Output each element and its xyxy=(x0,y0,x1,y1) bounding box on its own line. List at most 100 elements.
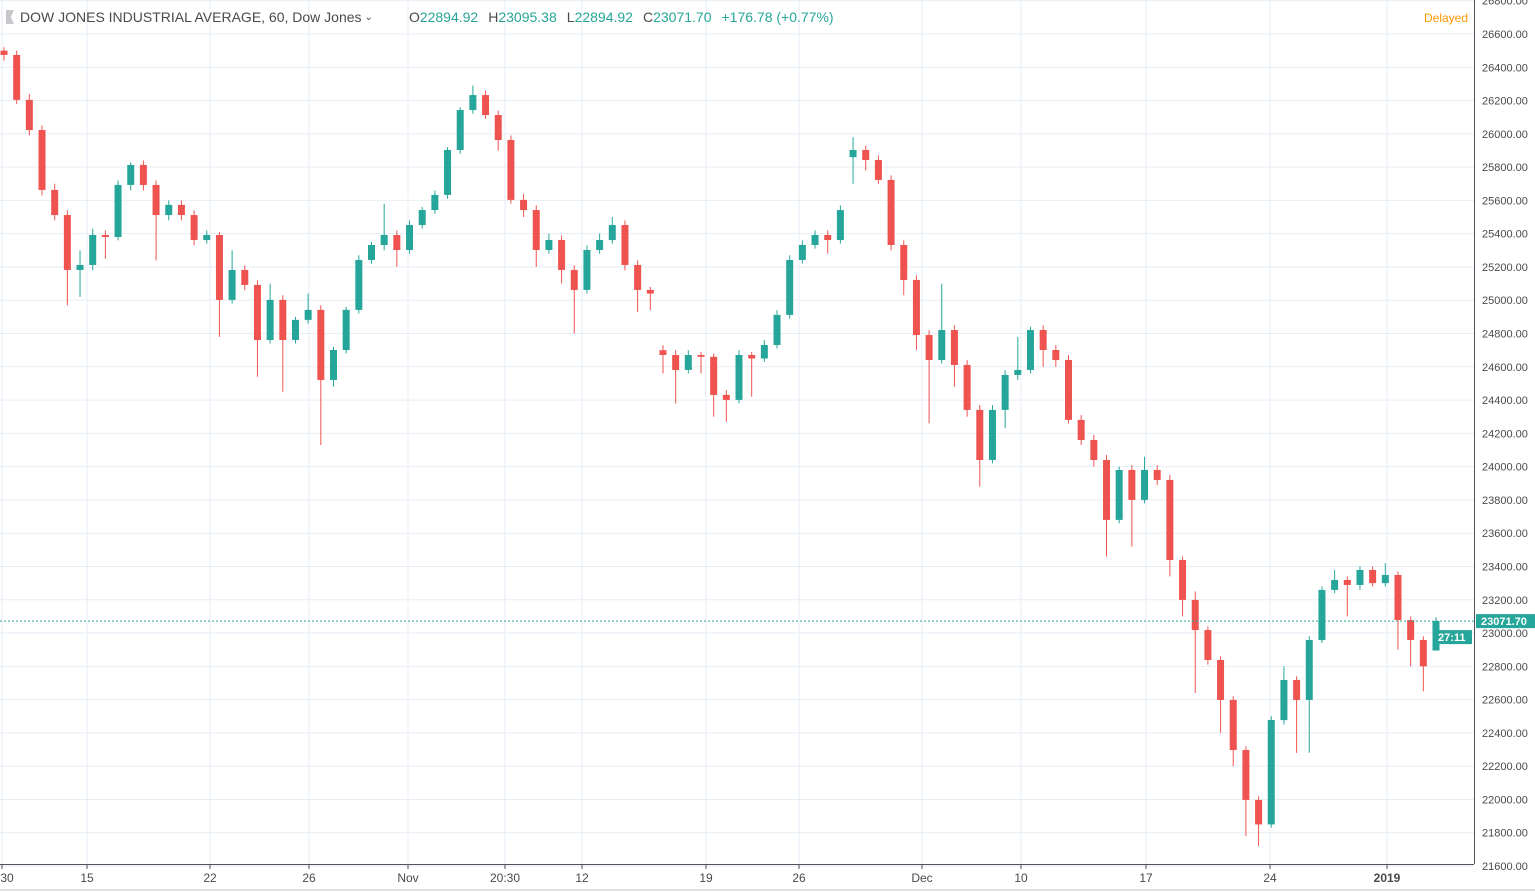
candle xyxy=(1229,696,1237,767)
candle-body xyxy=(1255,799,1263,825)
chevron-down-icon[interactable]: ⌄ xyxy=(364,11,373,23)
candle xyxy=(1064,355,1072,424)
candle-body xyxy=(1407,620,1415,641)
candle-body xyxy=(1001,374,1009,410)
candle-body xyxy=(722,394,730,400)
time-tick-label: Dec xyxy=(911,871,932,885)
candle xyxy=(444,147,452,199)
candle xyxy=(1381,563,1389,587)
candle-body xyxy=(988,409,996,460)
candle xyxy=(545,233,553,254)
price-tick-label: 26800.00 xyxy=(1482,0,1528,8)
candle-body xyxy=(646,289,654,294)
candle-body xyxy=(291,319,299,341)
candle-body xyxy=(304,309,312,320)
candle xyxy=(1419,636,1427,692)
close-label: C xyxy=(642,9,654,25)
candle xyxy=(583,245,591,294)
candle xyxy=(1077,415,1085,446)
candle-body xyxy=(760,345,768,359)
candle xyxy=(1217,656,1225,733)
candle xyxy=(279,295,287,392)
candle xyxy=(1141,456,1149,504)
candle xyxy=(849,137,857,184)
candle xyxy=(1052,345,1060,367)
candle xyxy=(874,155,882,184)
candle-body xyxy=(887,179,895,245)
candle xyxy=(190,210,198,246)
time-axis[interactable] xyxy=(0,865,1474,889)
delayed-status: Delayed xyxy=(1424,11,1469,25)
candle xyxy=(1369,566,1377,587)
candle-body xyxy=(1331,579,1339,590)
candle-body xyxy=(127,164,135,185)
time-tick-label: 8:30 xyxy=(0,871,14,885)
high-label: H xyxy=(488,9,499,25)
candle-body xyxy=(938,330,946,360)
candle xyxy=(1103,454,1111,557)
candle-body xyxy=(672,354,680,370)
candle xyxy=(482,90,490,119)
close-value: 23071.70 xyxy=(653,9,712,25)
candle-body xyxy=(215,235,223,300)
price-tick-label: 23200.00 xyxy=(1482,595,1528,607)
candle-body xyxy=(900,244,908,280)
candle-body xyxy=(444,149,452,195)
candle-body xyxy=(862,149,870,160)
candle xyxy=(1305,636,1313,753)
candle-body xyxy=(1280,679,1288,721)
candle xyxy=(735,350,743,404)
candle xyxy=(51,183,59,221)
candle xyxy=(1255,796,1263,847)
price-axis[interactable] xyxy=(1474,0,1535,864)
candle-body xyxy=(1128,469,1136,500)
candle xyxy=(507,135,515,204)
candle xyxy=(165,200,173,221)
candle xyxy=(1407,616,1415,667)
candle-body xyxy=(836,210,844,241)
candle xyxy=(1280,666,1288,725)
candle xyxy=(253,280,261,377)
price-tick-label: 23400.00 xyxy=(1482,561,1528,573)
candle-body xyxy=(266,299,274,341)
candle-body xyxy=(621,225,629,265)
time-tick-label: 24 xyxy=(1263,871,1277,885)
candle xyxy=(228,250,236,304)
symbol-title[interactable]: DOW JONES INDUSTRIAL AVERAGE, 60, Dow Jo… xyxy=(20,9,362,25)
candle xyxy=(912,275,920,351)
candle xyxy=(177,200,185,221)
candle-body xyxy=(634,264,642,290)
candle xyxy=(1115,466,1123,524)
candle-body xyxy=(1381,574,1389,584)
candle xyxy=(291,316,299,344)
candle xyxy=(1153,464,1161,485)
candle-body xyxy=(317,309,325,380)
price-tick-label: 21800.00 xyxy=(1482,828,1528,840)
price-tick-label: 24200.00 xyxy=(1482,428,1528,440)
candle-body xyxy=(431,194,439,211)
candle xyxy=(1179,556,1187,617)
candle xyxy=(748,351,756,397)
candle-body xyxy=(608,225,616,241)
candle-body xyxy=(380,235,388,245)
candles xyxy=(0,47,1440,847)
candle-body xyxy=(1153,469,1161,480)
candle-body xyxy=(456,110,464,150)
candle xyxy=(329,346,337,387)
candle-body xyxy=(418,210,426,226)
candle xyxy=(1001,370,1009,429)
candle xyxy=(342,306,350,354)
price-tick-label: 25400.00 xyxy=(1482,229,1528,241)
price-tick-label: 25000.00 xyxy=(1482,295,1528,307)
price-tick-label: 24600.00 xyxy=(1482,362,1528,374)
candle-body xyxy=(950,330,958,365)
candle xyxy=(431,190,439,214)
candle xyxy=(152,180,160,261)
candle xyxy=(1166,474,1174,577)
candle-body xyxy=(393,235,401,250)
candle-body xyxy=(203,235,211,241)
candle-body xyxy=(798,244,806,260)
candle-body xyxy=(51,189,59,216)
price-tick-label: 25600.00 xyxy=(1482,195,1528,207)
